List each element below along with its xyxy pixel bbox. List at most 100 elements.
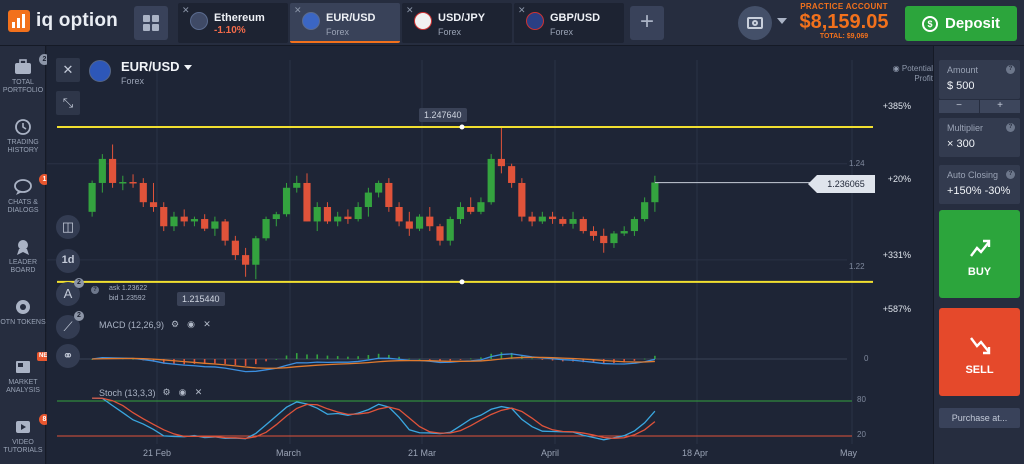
date-label: 18 Apr bbox=[682, 448, 709, 458]
candle-body bbox=[405, 221, 413, 229]
close-icon[interactable]: ✕ bbox=[182, 5, 190, 15]
close-icon[interactable]: ✕ bbox=[294, 5, 302, 15]
macd-histogram-bar bbox=[336, 356, 339, 359]
macd-histogram-bar bbox=[418, 358, 421, 360]
tab-category: Forex bbox=[550, 27, 574, 37]
chart-type-button[interactable]: ◫ bbox=[56, 215, 80, 239]
account-balance[interactable]: PRACTICE ACCOUNT $8,159.05 TOTAL: $9,069 bbox=[788, 2, 900, 40]
gear-icon[interactable]: ⚙ bbox=[162, 387, 171, 397]
macd-histogram-bar bbox=[224, 359, 226, 364]
auto-closing-field[interactable]: Auto Closing ? +150% -30% bbox=[939, 165, 1020, 204]
help-icon[interactable]: ? bbox=[1006, 170, 1015, 179]
macd-histogram-bar bbox=[602, 359, 605, 364]
timeframe-button[interactable]: 1d bbox=[56, 249, 80, 273]
macd-histogram-bar bbox=[162, 359, 165, 364]
candle-body bbox=[303, 182, 311, 222]
buy-button[interactable]: BUY bbox=[939, 210, 1020, 298]
macd-histogram-bar bbox=[357, 356, 359, 359]
indicators-button[interactable]: ⟋ 2 bbox=[56, 311, 84, 339]
candle-body bbox=[395, 207, 403, 222]
tab-usd-jpy[interactable]: ✕ USD/JPY Forex bbox=[402, 3, 512, 43]
candle-body bbox=[426, 216, 434, 227]
help-icon[interactable]: ? bbox=[91, 286, 99, 294]
logo[interactable]: iq option bbox=[8, 10, 118, 32]
purchase-at-button[interactable]: Purchase at... bbox=[939, 408, 1020, 428]
macd-signal-line bbox=[92, 356, 655, 369]
increase-amount-button[interactable]: + bbox=[980, 100, 1020, 113]
date-label: April bbox=[541, 448, 560, 458]
close-icon[interactable]: ✕ bbox=[406, 5, 414, 15]
ask-price: ask 1.23622 bbox=[109, 285, 148, 292]
help-icon[interactable]: ? bbox=[1006, 65, 1015, 74]
left-sidebar: 2 TOTAL PORTFOLIO TRADING HISTORY 1 CHAT… bbox=[0, 46, 55, 464]
close-chart-button[interactable]: ✕ bbox=[56, 58, 80, 82]
chart-up-icon bbox=[970, 239, 991, 257]
date-label: 21 Feb bbox=[143, 448, 172, 458]
sidebar-item-portfolio[interactable]: 2 TOTAL PORTFOLIO bbox=[0, 54, 50, 95]
help-icon[interactable]: ? bbox=[1006, 123, 1015, 132]
pair-category: Forex bbox=[121, 76, 145, 86]
low-level-label: 1.215440 bbox=[177, 292, 225, 306]
buy-label: BUY bbox=[967, 266, 992, 278]
tab-eur-usd[interactable]: ✕ EUR/USD Forex bbox=[290, 3, 400, 43]
tab-gbp-usd[interactable]: ✕ GBP/USD Forex bbox=[514, 3, 624, 43]
account-type: PRACTICE ACCOUNT bbox=[800, 2, 888, 11]
tab-ethereum[interactable]: ✕ Ethereum -1.10% bbox=[178, 3, 288, 43]
candle-body bbox=[528, 216, 536, 222]
level-handle bbox=[459, 279, 465, 285]
sidebar-item-market-analysis[interactable]: NEW MARKET ANALYSIS bbox=[0, 352, 55, 395]
candle-body bbox=[589, 231, 598, 236]
gear-icon[interactable]: ⚙ bbox=[170, 319, 180, 329]
macd-histogram-bar bbox=[541, 359, 544, 360]
price-tick: 1.22 bbox=[849, 262, 865, 271]
macd-histogram-bar bbox=[439, 359, 441, 362]
amount-field[interactable]: Amount ? $ 500 bbox=[939, 60, 1020, 99]
auto-closing-value: +150% -30% bbox=[947, 185, 1011, 197]
eye-icon[interactable]: ◉ bbox=[178, 387, 187, 397]
sell-label: SELL bbox=[965, 364, 994, 376]
macd-histogram-bar bbox=[316, 354, 319, 359]
price-chart[interactable] bbox=[47, 46, 933, 464]
close-icon[interactable]: ✕ bbox=[518, 5, 526, 15]
eur-usd-flag-icon bbox=[89, 60, 111, 82]
sidebar-item-chats[interactable]: 1 CHATS & DIALOGS bbox=[0, 174, 50, 215]
candle-body bbox=[98, 158, 106, 183]
account-menu-caret-icon[interactable] bbox=[777, 18, 787, 24]
sidebar-item-label: VIDEO TUTORIALS bbox=[3, 439, 43, 454]
macd-histogram-bar bbox=[285, 355, 288, 359]
chats-badge: 1 bbox=[39, 174, 50, 185]
eur-usd-flag-icon bbox=[302, 12, 320, 30]
asset-selector[interactable]: EUR/USD bbox=[121, 59, 192, 74]
sidebar-item-label: TOTAL PORTFOLIO bbox=[2, 79, 44, 94]
current-price-tag[interactable]: 1.236065 bbox=[808, 175, 875, 193]
sell-button[interactable]: SELL bbox=[939, 308, 1020, 396]
candle-body bbox=[293, 182, 301, 188]
asset-grid-button[interactable] bbox=[134, 6, 168, 40]
profit-level-current: +20% bbox=[887, 174, 911, 184]
tab-category: Forex bbox=[326, 27, 350, 37]
sidebar-item-otn[interactable]: OTN TOKENS bbox=[0, 298, 46, 327]
screenshot-button[interactable] bbox=[738, 6, 772, 40]
sidebar-item-leaderboard[interactable]: LEADER BOARD bbox=[0, 238, 46, 275]
fullscreen-button[interactable]: ⤡ bbox=[56, 91, 80, 115]
sidebar-item-history[interactable]: TRADING HISTORY bbox=[0, 118, 46, 155]
add-asset-button[interactable]: + bbox=[630, 6, 664, 40]
tab-label: GBP/USD bbox=[550, 12, 601, 24]
stoch-panel-header: Stoch (13,3,3) ⚙ ◉ ✕ bbox=[99, 387, 204, 398]
help-icon[interactable]: ◉ bbox=[892, 64, 902, 73]
sidebar-item-video[interactable]: 8 VIDEO TUTORIALS bbox=[0, 414, 50, 455]
close-icon[interactable]: ✕ bbox=[203, 319, 211, 329]
deposit-button[interactable]: $ Deposit bbox=[905, 6, 1017, 41]
more-tools-button[interactable]: ⚭ bbox=[56, 344, 80, 368]
candle-body bbox=[508, 166, 516, 183]
multiplier-field[interactable]: Multiplier ? × 300 bbox=[939, 118, 1020, 157]
decrease-amount-button[interactable]: − bbox=[939, 100, 979, 113]
sidebar-item-label: TRADING HISTORY bbox=[7, 139, 39, 154]
candle-body bbox=[252, 238, 260, 265]
close-icon[interactable]: ✕ bbox=[194, 387, 203, 397]
eye-icon[interactable]: ◉ bbox=[187, 319, 195, 329]
chart-grid bbox=[47, 60, 853, 444]
